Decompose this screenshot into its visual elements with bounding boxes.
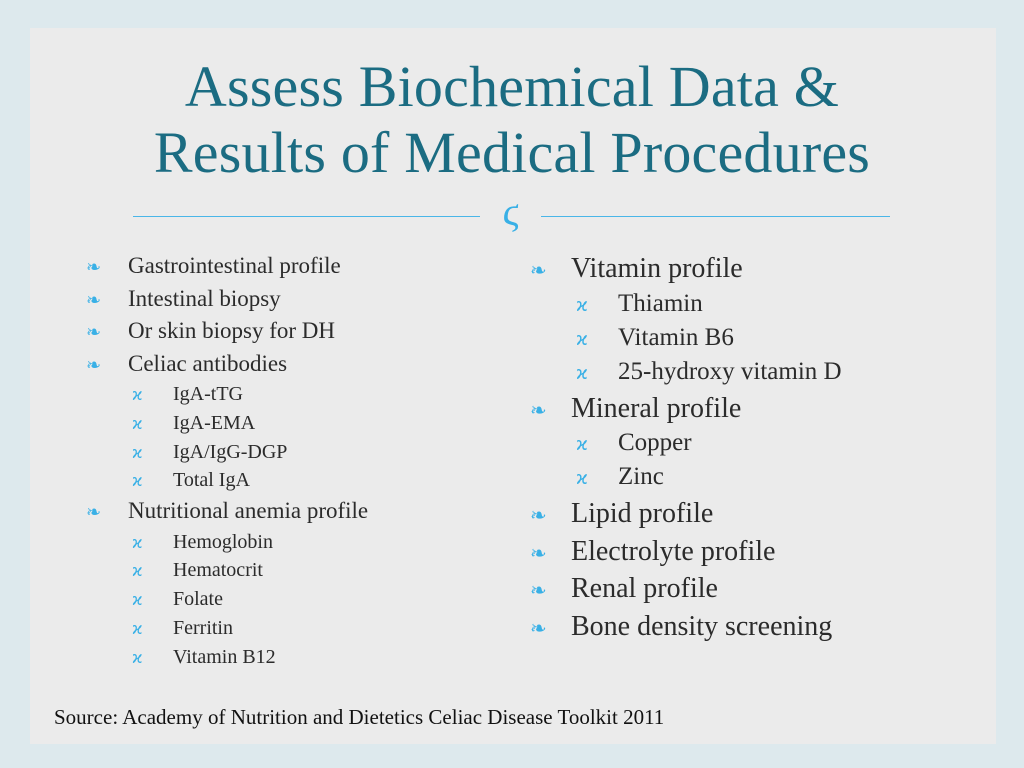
title-divider-left bbox=[133, 216, 480, 217]
bullet-text: Total IgA bbox=[173, 469, 250, 492]
bullet-text: Intestinal biopsy bbox=[128, 285, 281, 311]
slide-background bbox=[30, 28, 996, 744]
bullet-swirl-icon: ❧ bbox=[530, 258, 547, 282]
bullet-text: Lipid profile bbox=[571, 498, 714, 529]
bullet-swirl-icon: ❧ bbox=[86, 502, 102, 524]
sub-bullet-item: ϰ 25-hydroxy vitamin D bbox=[530, 358, 842, 392]
sub-bullet-item: ϰ Hemoglobin bbox=[86, 531, 368, 560]
sub-bullet-item: ϰ Total IgA bbox=[86, 469, 368, 498]
sub-bullet-item: ϰ Vitamin B6 bbox=[530, 324, 842, 358]
bullet-item: ❧ Lipid profile bbox=[530, 498, 842, 535]
bullet-text: Electrolyte profile bbox=[571, 535, 776, 567]
bullet-text: Vitamin B6 bbox=[618, 323, 734, 351]
bullet-text: Bone density screening bbox=[571, 610, 833, 642]
sub-bullet-swirl-icon: ϰ bbox=[576, 294, 588, 316]
sub-bullet-swirl-icon: ϰ bbox=[132, 442, 143, 462]
sub-bullet-item: ϰ Hematocrit bbox=[86, 559, 368, 588]
sub-bullet-swirl-icon: ϰ bbox=[132, 647, 143, 667]
bullet-text: Vitamin B12 bbox=[173, 645, 276, 668]
bullet-item: ❧ Vitamin profile bbox=[530, 253, 842, 290]
bullet-text: Folate bbox=[173, 588, 223, 611]
bullet-item: ❧ Electrolyte profile bbox=[530, 536, 842, 573]
sub-bullet-item: ϰ Folate bbox=[86, 588, 368, 617]
bullet-swirl-icon: ❧ bbox=[530, 615, 547, 640]
sub-bullet-item: ϰ Ferritin bbox=[86, 617, 368, 646]
title-ornament-icon: ϛ bbox=[502, 189, 520, 234]
bullet-text: Celiac antibodies bbox=[128, 350, 288, 376]
sub-bullet-item: ϰ Thiamin bbox=[530, 290, 842, 324]
bullet-text: Copper bbox=[618, 429, 692, 456]
bullet-swirl-icon: ❧ bbox=[86, 257, 102, 278]
sub-bullet-swirl-icon: ϰ bbox=[576, 434, 588, 455]
title-divider-right bbox=[541, 216, 890, 217]
bullet-swirl-icon: ❧ bbox=[530, 540, 547, 565]
sub-bullet-item: ϰ Zinc bbox=[530, 463, 842, 497]
sub-bullet-item: ϰ IgA-tTG bbox=[86, 383, 368, 412]
source-citation: Source: Academy of Nutrition and Dieteti… bbox=[54, 705, 665, 729]
bullet-item: ❧ Intestinal biopsy bbox=[86, 286, 368, 319]
sub-bullet-item: ϰ IgA-EMA bbox=[86, 412, 368, 441]
bullet-item: ❧ Gastrointestinal profile bbox=[86, 253, 368, 286]
sub-bullet-swirl-icon: ϰ bbox=[132, 619, 143, 639]
bullet-item: ❧ Bone density screening bbox=[530, 611, 842, 648]
sub-bullet-swirl-icon: ϰ bbox=[132, 413, 143, 433]
sub-bullet-swirl-icon: ϰ bbox=[132, 471, 143, 491]
bullet-text: Or skin biopsy for DH bbox=[128, 318, 335, 343]
bullet-swirl-icon: ❧ bbox=[530, 397, 547, 422]
slide-title: Assess Biochemical Data & Results of Med… bbox=[0, 54, 1024, 186]
sub-bullet-swirl-icon: ϰ bbox=[132, 561, 143, 581]
bullet-swirl-icon: ❧ bbox=[530, 578, 547, 602]
bullet-text: Mineral profile bbox=[571, 392, 742, 424]
bullet-swirl-icon: ❧ bbox=[530, 503, 547, 527]
sub-bullet-item: ϰ IgA/IgG-DGP bbox=[86, 441, 368, 470]
bullet-text: Hematocrit bbox=[173, 559, 263, 582]
bullet-text: Gastrointestinal profile bbox=[128, 253, 341, 278]
bullet-item: ❧ Nutritional anemia profile bbox=[86, 498, 368, 531]
bullet-text: IgA-tTG bbox=[173, 383, 243, 405]
sub-bullet-swirl-icon: ϰ bbox=[132, 532, 143, 552]
bullet-text: Ferritin bbox=[173, 617, 233, 640]
bullet-text: Thiamin bbox=[618, 289, 703, 317]
title-line-1: Assess Biochemical Data & bbox=[184, 54, 840, 119]
bullet-item: ❧ Or skin biopsy for DH bbox=[86, 318, 368, 351]
bullet-item: ❧ Mineral profile bbox=[530, 393, 842, 430]
bullet-text: 25-hydroxy vitamin D bbox=[618, 357, 842, 385]
bullet-text: Hemoglobin bbox=[173, 530, 273, 553]
sub-bullet-swirl-icon: ϰ bbox=[132, 385, 143, 404]
bullet-text: Zinc bbox=[618, 463, 664, 490]
sub-bullet-swirl-icon: ϰ bbox=[576, 328, 588, 350]
sub-bullet-item: ϰ Copper bbox=[530, 429, 842, 463]
bullet-swirl-icon: ❧ bbox=[86, 289, 102, 311]
bullet-swirl-icon: ❧ bbox=[86, 322, 102, 343]
bullet-swirl-icon: ❧ bbox=[86, 354, 102, 376]
sub-bullet-item: ϰ Vitamin B12 bbox=[86, 646, 368, 675]
bullet-item: ❧ Celiac antibodies bbox=[86, 351, 368, 384]
right-bullet-list: ❧ Vitamin profile ϰ Thiamin ϰ Vitamin B6 ϰ 25-h… bbox=[530, 253, 842, 647]
left-bullet-list: ❧ Gastrointestinal profile ❧ Intestinal bio… bbox=[86, 253, 368, 675]
title-line-2: Results of Medical Procedures bbox=[153, 120, 871, 185]
sub-bullet-swirl-icon: ϰ bbox=[576, 468, 588, 489]
bullet-text: Nutritional anemia profile bbox=[128, 498, 369, 524]
bullet-text: Vitamin profile bbox=[571, 253, 743, 284]
sub-bullet-swirl-icon: ϰ bbox=[132, 590, 143, 610]
bullet-item: ❧ Renal profile bbox=[530, 573, 842, 610]
bullet-text: IgA/IgG-DGP bbox=[173, 440, 288, 463]
sub-bullet-swirl-icon: ϰ bbox=[576, 362, 588, 384]
bullet-text: IgA-EMA bbox=[173, 411, 256, 434]
bullet-text: Renal profile bbox=[571, 573, 718, 604]
